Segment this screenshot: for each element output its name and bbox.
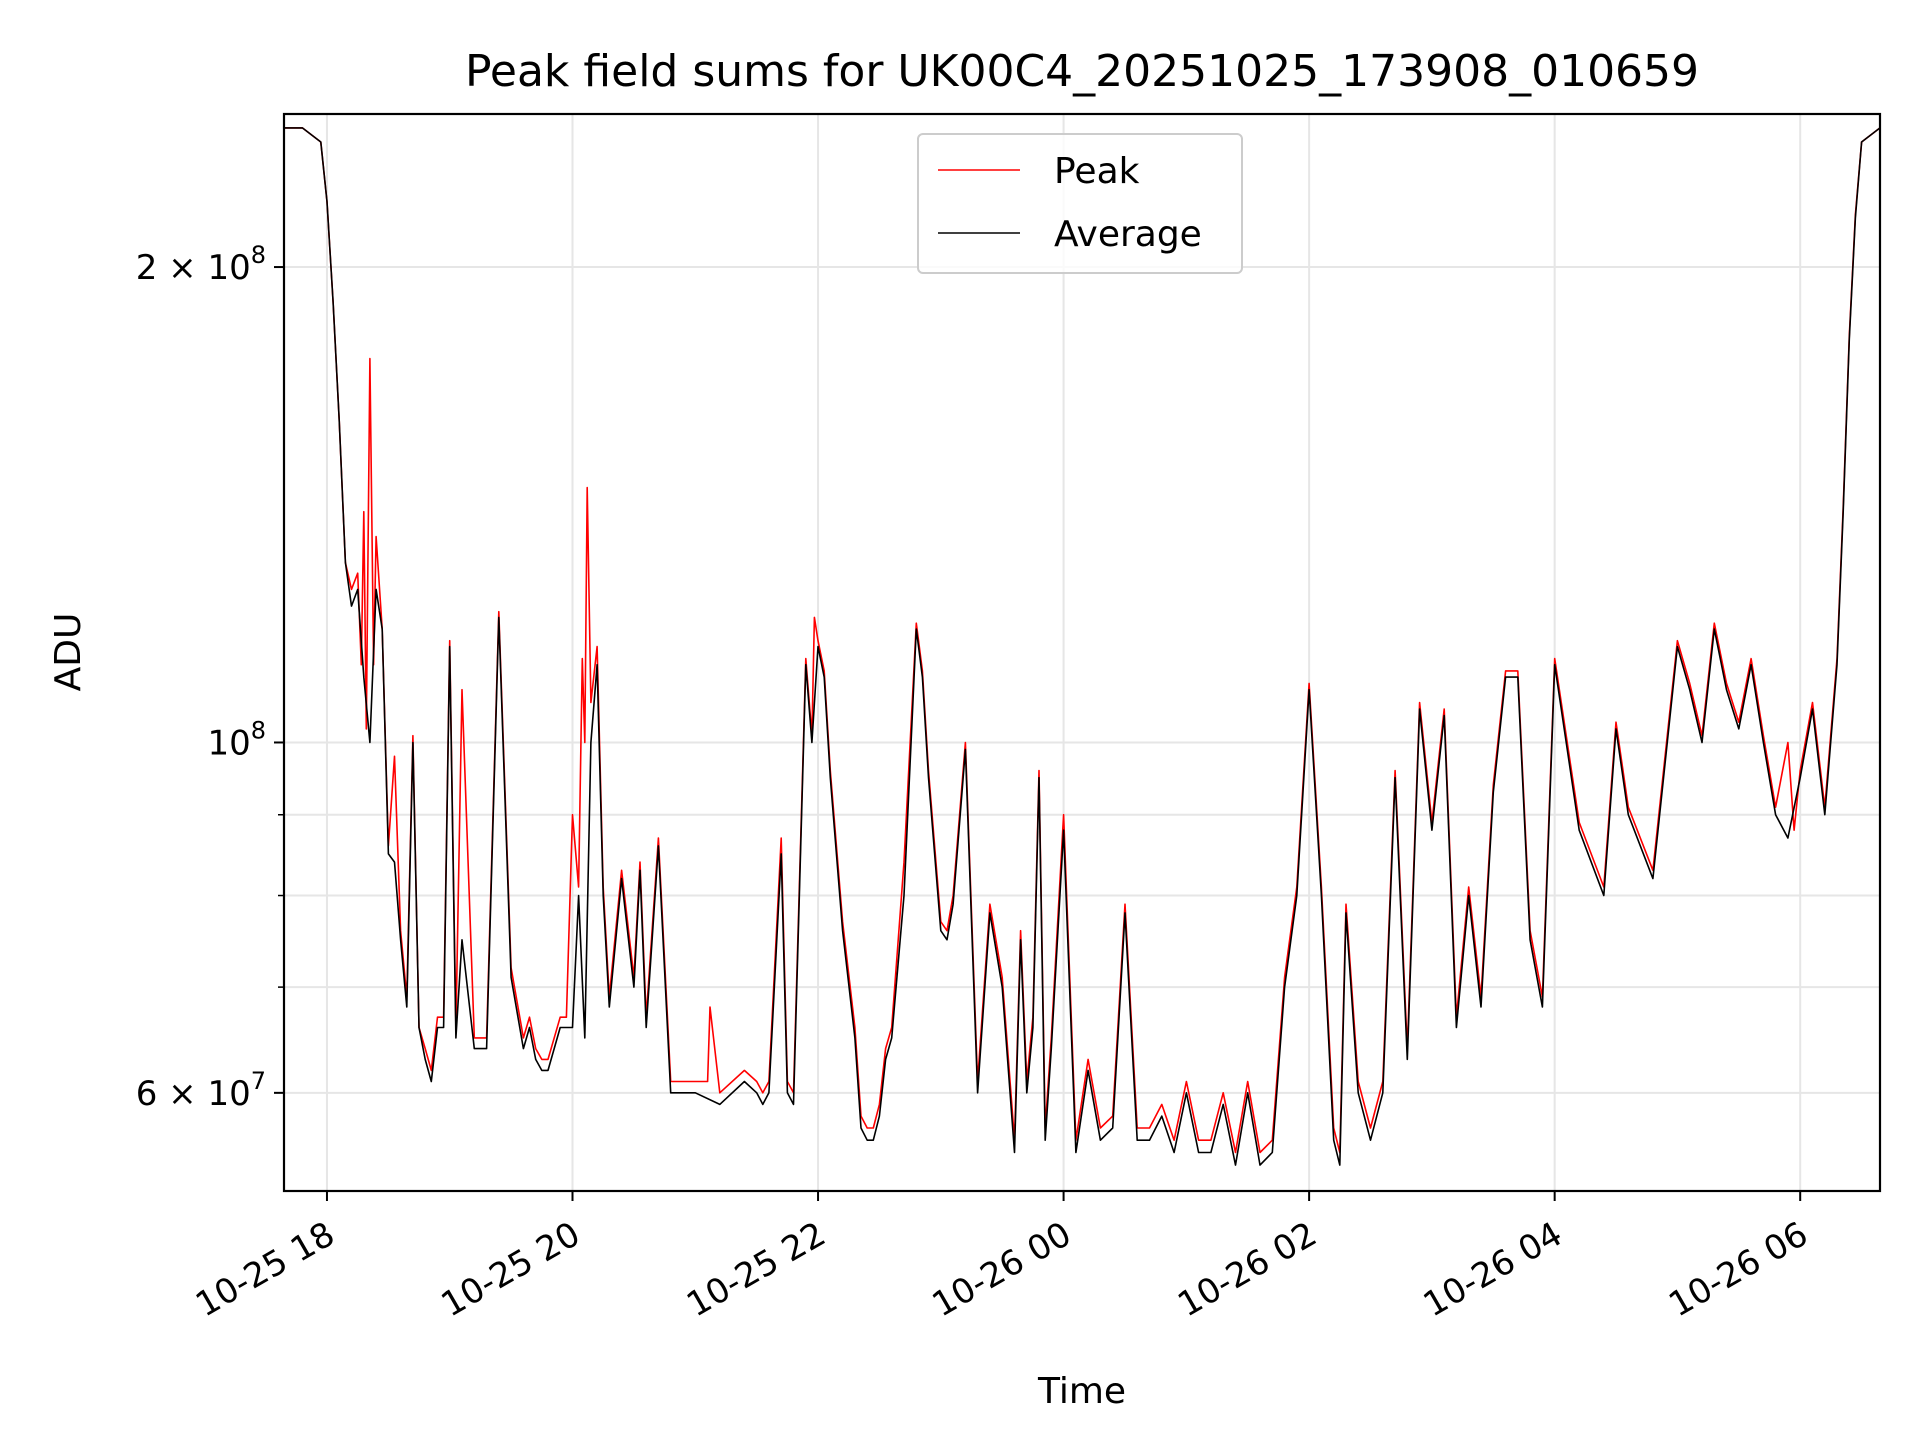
chart-title: Peak field sums for UK00C4_20251025_1739… <box>465 46 1699 97</box>
y-tick-exponent: 8 <box>251 716 266 744</box>
series-line-average <box>284 127 1880 1166</box>
plot-frame <box>282 112 1882 1193</box>
y-tick-exponent: 8 <box>251 241 266 269</box>
x-axis-title: Time <box>1037 1371 1126 1412</box>
y-tick-base: 10 <box>207 723 250 763</box>
y-tick-label: 6 × 107 <box>136 1067 266 1114</box>
y-tick-label: 2 × 108 <box>136 241 266 288</box>
y-tick-label: 108 <box>207 716 266 763</box>
y-axis-title: ADU <box>48 613 89 692</box>
y-tick-base: 6 × 10 <box>136 1074 251 1114</box>
legend: Peak Average <box>917 133 1243 274</box>
legend-average-label: Average <box>1054 214 1202 255</box>
y-tick-base: 2 × 10 <box>136 248 251 288</box>
legend-box <box>917 133 1243 274</box>
y-tick-exponent: 7 <box>251 1067 266 1095</box>
legend-peak-label: Peak <box>1054 151 1140 192</box>
series-layer <box>284 127 1880 1166</box>
